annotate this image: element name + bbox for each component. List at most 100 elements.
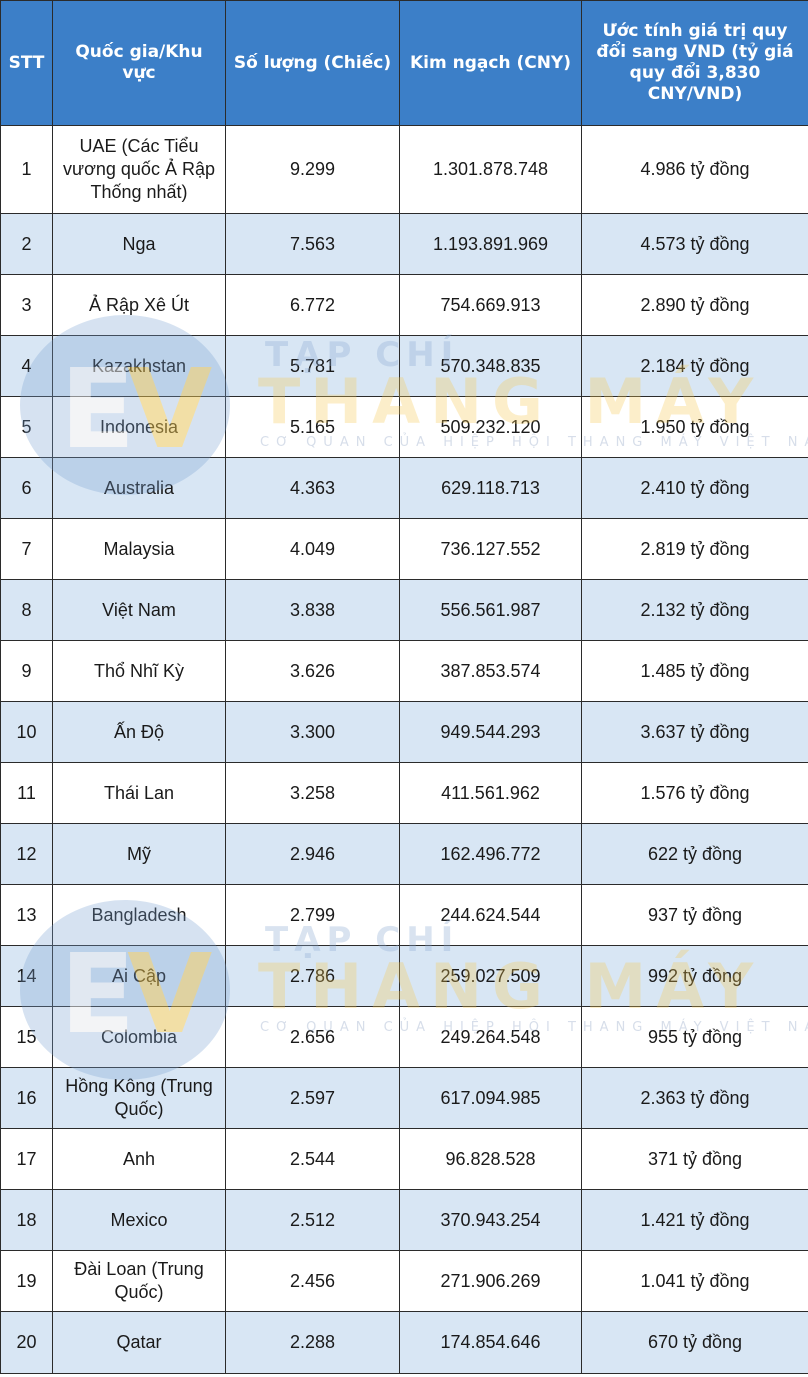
cell-country: Anh (52, 1128, 226, 1190)
cell-quantity: 9.299 (225, 125, 400, 214)
cell-quantity: 4.049 (225, 518, 400, 580)
cell-quantity: 5.781 (225, 335, 400, 397)
cell-quantity: 3.258 (225, 762, 400, 824)
cell-stt: 18 (0, 1189, 53, 1251)
cell-value-vnd: 1.950 tỷ đồng (581, 396, 808, 458)
cell-country: Thổ Nhĩ Kỳ (52, 640, 226, 702)
cell-stt: 12 (0, 823, 53, 885)
cell-value-vnd: 670 tỷ đồng (581, 1311, 808, 1374)
cell-turnover-cny: 174.854.646 (399, 1311, 582, 1374)
cell-country: Mexico (52, 1189, 226, 1251)
cell-country: Malaysia (52, 518, 226, 580)
cell-stt: 9 (0, 640, 53, 702)
table-row: 5 Indonesia 5.165 509.232.120 1.950 tỷ đồng (0, 396, 808, 458)
table-row: 13 Bangladesh 2.799 244.624.544 937 tỷ đồng (0, 884, 808, 946)
cell-country: Nga (52, 213, 226, 275)
cell-value-vnd: 4.573 tỷ đồng (581, 213, 808, 275)
cell-stt: 10 (0, 701, 53, 763)
cell-turnover-cny: 509.232.120 (399, 396, 582, 458)
cell-stt: 4 (0, 335, 53, 397)
table-row: 2 Nga 7.563 1.193.891.969 4.573 tỷ đồng (0, 213, 808, 275)
cell-turnover-cny: 1.193.891.969 (399, 213, 582, 275)
table-row: 7 Malaysia 4.049 736.127.552 2.819 tỷ đồng (0, 518, 808, 580)
header-stt: STT (0, 0, 53, 126)
cell-country: Đài Loan (Trung Quốc) (52, 1250, 226, 1312)
cell-quantity: 2.946 (225, 823, 400, 885)
cell-stt: 15 (0, 1006, 53, 1068)
cell-turnover-cny: 556.561.987 (399, 579, 582, 641)
cell-quantity: 2.786 (225, 945, 400, 1007)
cell-turnover-cny: 754.669.913 (399, 274, 582, 336)
cell-value-vnd: 4.986 tỷ đồng (581, 125, 808, 214)
cell-country: Qatar (52, 1311, 226, 1374)
cell-quantity: 2.544 (225, 1128, 400, 1190)
cell-stt: 17 (0, 1128, 53, 1190)
cell-turnover-cny: 96.828.528 (399, 1128, 582, 1190)
cell-value-vnd: 3.637 tỷ đồng (581, 701, 808, 763)
cell-country: Ả Rập Xê Út (52, 274, 226, 336)
header-turnover-cny: Kim ngạch (CNY) (399, 0, 582, 126)
cell-quantity: 4.363 (225, 457, 400, 519)
cell-stt: 1 (0, 125, 53, 214)
table-row: 6 Australia 4.363 629.118.713 2.410 tỷ đồng (0, 457, 808, 519)
cell-stt: 3 (0, 274, 53, 336)
cell-turnover-cny: 949.544.293 (399, 701, 582, 763)
table-row: 14 Ai Cập 2.786 259.027.509 992 tỷ đồng (0, 945, 808, 1007)
cell-value-vnd: 1.421 tỷ đồng (581, 1189, 808, 1251)
cell-turnover-cny: 411.561.962 (399, 762, 582, 824)
cell-turnover-cny: 271.906.269 (399, 1250, 582, 1312)
cell-stt: 2 (0, 213, 53, 275)
cell-value-vnd: 2.184 tỷ đồng (581, 335, 808, 397)
cell-quantity: 3.626 (225, 640, 400, 702)
cell-stt: 5 (0, 396, 53, 458)
cell-value-vnd: 1.576 tỷ đồng (581, 762, 808, 824)
cell-turnover-cny: 259.027.509 (399, 945, 582, 1007)
cell-value-vnd: 622 tỷ đồng (581, 823, 808, 885)
cell-value-vnd: 992 tỷ đồng (581, 945, 808, 1007)
cell-value-vnd: 2.819 tỷ đồng (581, 518, 808, 580)
header-quantity: Số lượng (Chiếc) (225, 0, 400, 126)
cell-stt: 20 (0, 1311, 53, 1374)
table-row: 17 Anh 2.544 96.828.528 371 tỷ đồng (0, 1128, 808, 1190)
cell-stt: 8 (0, 579, 53, 641)
cell-country: Indonesia (52, 396, 226, 458)
cell-quantity: 2.656 (225, 1006, 400, 1068)
cell-stt: 6 (0, 457, 53, 519)
cell-quantity: 2.597 (225, 1067, 400, 1129)
cell-quantity: 2.288 (225, 1311, 400, 1374)
cell-turnover-cny: 249.264.548 (399, 1006, 582, 1068)
cell-turnover-cny: 617.094.985 (399, 1067, 582, 1129)
cell-country: Bangladesh (52, 884, 226, 946)
cell-country: Kazakhstan (52, 335, 226, 397)
cell-turnover-cny: 570.348.835 (399, 335, 582, 397)
cell-turnover-cny: 370.943.254 (399, 1189, 582, 1251)
cell-value-vnd: 371 tỷ đồng (581, 1128, 808, 1190)
table-row: 9 Thổ Nhĩ Kỳ 3.626 387.853.574 1.485 tỷ đồng (0, 640, 808, 702)
cell-country: Colombia (52, 1006, 226, 1068)
cell-country: Hồng Kông (Trung Quốc) (52, 1067, 226, 1129)
header-row: STT Quốc gia/Khu vực Số lượng (Chiếc) Ki… (0, 0, 808, 126)
cell-stt: 13 (0, 884, 53, 946)
cell-turnover-cny: 1.301.878.748 (399, 125, 582, 214)
cell-value-vnd: 937 tỷ đồng (581, 884, 808, 946)
cell-country: Việt Nam (52, 579, 226, 641)
cell-country: Mỹ (52, 823, 226, 885)
table-row: 11 Thái Lan 3.258 411.561.962 1.576 tỷ đồng (0, 762, 808, 824)
cell-country: UAE (Các Tiểu vương quốc Ả Rập Thống nhấ… (52, 125, 226, 214)
cell-stt: 11 (0, 762, 53, 824)
cell-country: Australia (52, 457, 226, 519)
cell-stt: 14 (0, 945, 53, 1007)
cell-value-vnd: 1.485 tỷ đồng (581, 640, 808, 702)
cell-turnover-cny: 244.624.544 (399, 884, 582, 946)
cell-turnover-cny: 736.127.552 (399, 518, 582, 580)
cell-value-vnd: 2.363 tỷ đồng (581, 1067, 808, 1129)
table-row: 8 Việt Nam 3.838 556.561.987 2.132 tỷ đồng (0, 579, 808, 641)
cell-value-vnd: 2.410 tỷ đồng (581, 457, 808, 519)
table-row: 1 UAE (Các Tiểu vương quốc Ả Rập Thống nh… (0, 125, 808, 214)
cell-quantity: 3.838 (225, 579, 400, 641)
cell-quantity: 2.456 (225, 1250, 400, 1312)
table-row: 18 Mexico 2.512 370.943.254 1.421 tỷ đồng (0, 1189, 808, 1251)
